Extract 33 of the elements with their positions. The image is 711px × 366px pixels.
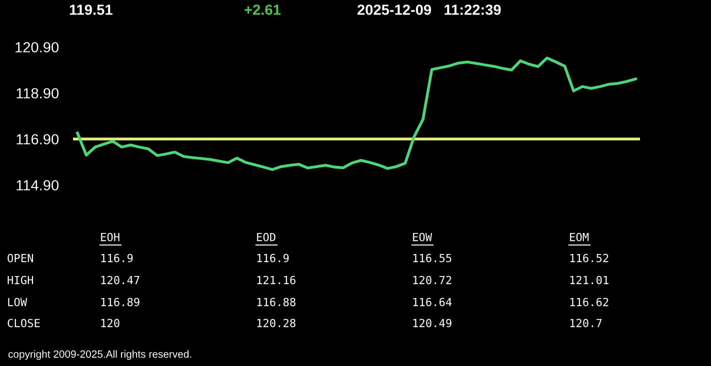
text: 116.88 [257, 298, 296, 306]
text: copyright 2009-2025.All rights reserved. [8, 350, 192, 360]
text: 120.7 [570, 318, 602, 328]
category-label: OPEN [8, 254, 34, 262]
y-tick-label: 116.90 [16, 134, 59, 144]
category-label: EOW [413, 232, 432, 242]
text: 120.47 [101, 276, 140, 284]
text: 120.72 [413, 276, 452, 284]
text: 121.01 [570, 276, 608, 284]
text: 120 [101, 318, 120, 328]
text: 120.28 [257, 318, 296, 328]
text: 116.62 [570, 298, 608, 306]
text: 116.64 [413, 298, 452, 306]
category-label: HIGH [8, 276, 34, 284]
category-label: EOH [101, 232, 120, 242]
text: 2025-12-09 11:22:39 [358, 4, 501, 15]
category-label: EOD [257, 232, 276, 242]
text: 116.52 [570, 254, 608, 262]
category-label: EOM [570, 232, 589, 242]
category-label: CLOSE [8, 318, 40, 328]
chart-subtitle: +2.61 [244, 4, 280, 15]
line-series [76, 56, 637, 171]
y-tick-label: 118.90 [16, 88, 59, 98]
text: 116.9 [101, 254, 133, 262]
text: 120.49 [413, 318, 452, 328]
y-tick-label: 120.90 [16, 42, 59, 52]
y-tick-label: 114.90 [16, 180, 59, 190]
text: 121.16 [257, 276, 296, 284]
text: 116.89 [101, 298, 140, 306]
text: 116.9 [257, 254, 289, 262]
category-label: LOW [8, 298, 28, 306]
text: 116.55 [413, 254, 452, 262]
chart-title: 119.51 [70, 4, 112, 15]
